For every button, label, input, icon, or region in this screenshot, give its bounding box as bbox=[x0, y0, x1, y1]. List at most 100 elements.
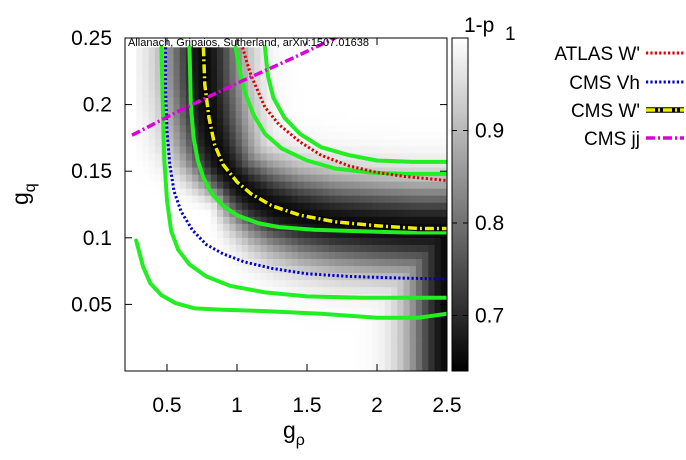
heatmap-cell bbox=[403, 61, 411, 70]
heatmap-cell bbox=[384, 166, 392, 175]
heatmap-cell bbox=[173, 82, 181, 91]
heatmap-cell bbox=[272, 117, 280, 126]
heatmap-cell bbox=[434, 286, 442, 295]
contour-line bbox=[263, 45, 447, 164]
heatmap-cell bbox=[353, 61, 361, 70]
heatmap-cell bbox=[316, 82, 324, 91]
heatmap-cell bbox=[167, 145, 175, 154]
heatmap-cell bbox=[378, 279, 386, 288]
heatmap-cell bbox=[384, 159, 392, 168]
heatmap-cell bbox=[248, 349, 255, 358]
heatmap-cell bbox=[403, 110, 411, 119]
heatmap-cell bbox=[428, 349, 436, 358]
heatmap-cell bbox=[279, 363, 286, 371]
heatmap-cell bbox=[272, 321, 280, 330]
heatmap-cell bbox=[185, 363, 193, 371]
heatmap-cell bbox=[217, 195, 224, 203]
heatmap-cell bbox=[148, 230, 156, 238]
heatmap-cell bbox=[366, 342, 374, 351]
heatmap-cell bbox=[391, 166, 398, 175]
heatmap-cell bbox=[272, 356, 280, 365]
heatmap-cell bbox=[241, 300, 249, 309]
heatmap-cell bbox=[185, 230, 193, 238]
heatmap-cell bbox=[142, 47, 150, 55]
heatmap-cell bbox=[304, 181, 311, 189]
heatmap-cell bbox=[136, 68, 144, 77]
heatmap-cell bbox=[179, 216, 187, 224]
heatmap-cell bbox=[254, 216, 262, 224]
heatmap-cell bbox=[198, 356, 206, 365]
heatmap-cell bbox=[316, 356, 324, 365]
heatmap-cell bbox=[415, 131, 423, 140]
heatmap-cell bbox=[148, 286, 156, 295]
heatmap-cell bbox=[148, 335, 156, 344]
heatmap-cell bbox=[291, 279, 299, 288]
heatmap-cell bbox=[210, 279, 218, 288]
heatmap-cell bbox=[403, 47, 411, 55]
heatmap-cell bbox=[391, 342, 398, 351]
heatmap-cell bbox=[328, 265, 336, 274]
heatmap-cell bbox=[179, 152, 187, 161]
heatmap-cell bbox=[372, 230, 380, 238]
heatmap-cell bbox=[366, 349, 374, 358]
heatmap-cell bbox=[173, 258, 181, 267]
heatmap-cell bbox=[217, 68, 224, 77]
heatmap-cell bbox=[254, 237, 262, 245]
heatmap-cell bbox=[341, 265, 349, 274]
heatmap-cell bbox=[229, 54, 237, 62]
heatmap-cell bbox=[204, 159, 212, 168]
heatmap-cell bbox=[154, 159, 162, 168]
x-tick-label: 1 bbox=[231, 394, 243, 417]
heatmap-cell bbox=[260, 279, 268, 288]
heatmap-cell bbox=[384, 110, 392, 119]
heatmap-cell bbox=[378, 195, 386, 203]
heatmap-cell bbox=[142, 321, 150, 330]
heatmap-cell bbox=[440, 237, 447, 245]
heatmap-cell bbox=[297, 265, 305, 274]
heatmap-cell bbox=[359, 181, 367, 189]
heatmap-cell bbox=[347, 89, 355, 98]
heatmap-cell bbox=[378, 96, 386, 105]
heatmap-cell bbox=[142, 328, 150, 337]
heatmap-cell bbox=[179, 96, 187, 105]
heatmap-cell bbox=[397, 82, 405, 91]
heatmap-cell bbox=[285, 89, 293, 98]
heatmap-cell bbox=[359, 279, 367, 288]
heatmap-cell bbox=[341, 279, 349, 288]
heatmap-cell bbox=[353, 244, 361, 252]
heatmap-cell bbox=[335, 258, 342, 267]
heatmap-cell bbox=[422, 258, 429, 267]
heatmap-cell bbox=[291, 244, 299, 252]
heatmap-cell bbox=[142, 216, 150, 224]
heatmap-cell bbox=[198, 138, 206, 147]
heatmap-cell bbox=[167, 195, 175, 203]
heatmap-cell bbox=[391, 244, 398, 252]
heatmap-cell bbox=[148, 251, 156, 260]
heatmap-cell bbox=[248, 300, 255, 309]
heatmap-cell bbox=[136, 159, 144, 168]
heatmap-cell bbox=[372, 181, 380, 189]
heatmap-cell bbox=[248, 117, 255, 126]
heatmap-cell bbox=[136, 209, 144, 217]
heatmap-cell bbox=[223, 286, 231, 295]
heatmap-cell bbox=[167, 68, 175, 77]
heatmap-cell bbox=[397, 145, 405, 154]
heatmap-cell bbox=[266, 181, 274, 189]
heatmap-cell bbox=[179, 272, 187, 281]
heatmap-cell bbox=[322, 202, 330, 210]
heatmap-cell bbox=[161, 237, 168, 245]
heatmap-cell bbox=[217, 166, 224, 175]
heatmap-cell bbox=[409, 68, 417, 77]
heatmap-cell bbox=[353, 335, 361, 344]
heatmap-cell bbox=[347, 286, 355, 295]
heatmap-cell bbox=[391, 272, 398, 281]
heatmap-cell bbox=[310, 188, 318, 196]
heatmap-cell bbox=[254, 328, 262, 337]
heatmap-cell bbox=[198, 265, 206, 274]
heatmap-cell bbox=[428, 103, 436, 112]
heatmap-cell bbox=[272, 188, 280, 196]
heatmap-cell bbox=[266, 209, 274, 217]
heatmap-cell bbox=[167, 173, 175, 182]
heatmap-cell bbox=[154, 96, 162, 105]
heatmap-cell bbox=[366, 145, 374, 154]
